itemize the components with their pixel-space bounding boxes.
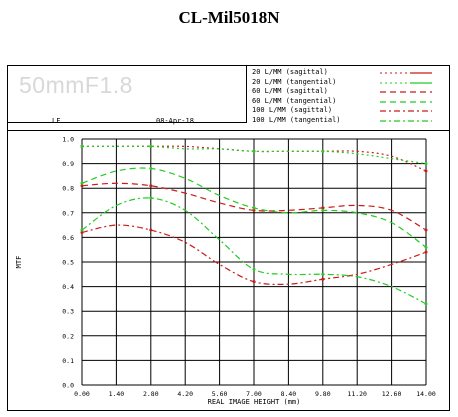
data-point: [321, 206, 325, 210]
lens-name: 50mmF1.8: [19, 72, 133, 98]
data-point: [321, 277, 325, 281]
legend-label: 60 L/MM (tangential): [252, 96, 337, 105]
data-point: [424, 245, 428, 249]
data-point: [80, 144, 84, 148]
x-tick-label: 1.40: [109, 390, 125, 398]
y-tick-label: 0.2: [62, 332, 74, 340]
data-point: [252, 280, 256, 284]
legend-swatch: [380, 100, 432, 103]
y-tick-label: 0.1: [62, 357, 74, 365]
y-tick-label: 0.9: [62, 160, 74, 168]
legend-swatch: [380, 81, 432, 84]
x-axis-label: REAL IMAGE HEIGHT (mm): [208, 398, 301, 406]
data-point: [424, 250, 428, 254]
x-tick-label: 5.60: [212, 390, 228, 398]
data-point: [424, 228, 428, 232]
legend-label: 20 L/MM (tangential): [252, 77, 337, 86]
data-point: [424, 169, 428, 173]
data-point: [80, 230, 84, 234]
data-point: [321, 208, 325, 212]
data-point: [252, 149, 256, 153]
data-point: [149, 184, 153, 188]
header-divider-bottom: [8, 130, 449, 131]
header-divider-horizontal: [8, 122, 247, 123]
mtf-chart-frame: 50mmF1.8 LF 08-Apr-18 20 L/MM (sagittal)…: [7, 65, 450, 411]
data-point: [80, 181, 84, 185]
data-point: [424, 162, 428, 166]
x-tick-label: 11.20: [347, 390, 367, 398]
series-line: [82, 145, 427, 172]
y-tick-label: 0.3: [62, 308, 74, 316]
legend-label: 100 L/MM (sagittal): [252, 106, 333, 114]
y-tick-label: 0.6: [62, 234, 74, 242]
page-title: CL-Mil5018N: [178, 8, 280, 27]
y-tick-label: 1.0: [62, 136, 74, 144]
data-point: [252, 208, 256, 212]
x-tick-label: 12.60: [382, 390, 402, 398]
legend-swatch: [380, 91, 432, 93]
legend-swatch: [380, 72, 432, 74]
y-tick-label: 0.4: [62, 283, 74, 291]
y-tick-label: 0.0: [62, 382, 74, 390]
lf-label: LF: [52, 117, 61, 125]
data-point: [149, 167, 153, 171]
legend-label: 20 L/MM (sagittal): [252, 68, 328, 76]
legend-label: 60 L/MM (sagittal): [252, 87, 328, 95]
data-point: [149, 228, 153, 232]
data-point: [149, 196, 153, 200]
legend-swatch: [380, 119, 432, 122]
data-point: [80, 184, 84, 188]
y-tick-label: 0.8: [62, 185, 74, 193]
x-tick-label: 0.00: [74, 390, 90, 398]
x-tick-label: 8.40: [281, 390, 297, 398]
data-point: [80, 228, 84, 232]
date-label: 08-Apr-18: [156, 117, 194, 125]
data-point: [149, 144, 153, 148]
x-tick-label: 7.00: [246, 390, 262, 398]
y-axis-label: MTF: [15, 256, 23, 269]
y-tick-label: 0.5: [62, 259, 74, 267]
y-tick-label: 0.7: [62, 209, 74, 217]
series-line: [82, 145, 427, 165]
legend-label: 100 L/MM (tangential): [252, 115, 341, 124]
x-tick-label: 4.20: [177, 390, 193, 398]
x-tick-label: 2.80: [143, 390, 159, 398]
data-point: [252, 206, 256, 210]
data-point: [321, 149, 325, 153]
x-tick-label: 14.00: [416, 390, 436, 398]
data-point: [424, 302, 428, 306]
data-point: [321, 272, 325, 276]
x-tick-label: 9.80: [315, 390, 331, 398]
data-point: [252, 267, 256, 271]
legend-swatch: [380, 110, 432, 112]
header-divider-vertical: [246, 66, 247, 122]
